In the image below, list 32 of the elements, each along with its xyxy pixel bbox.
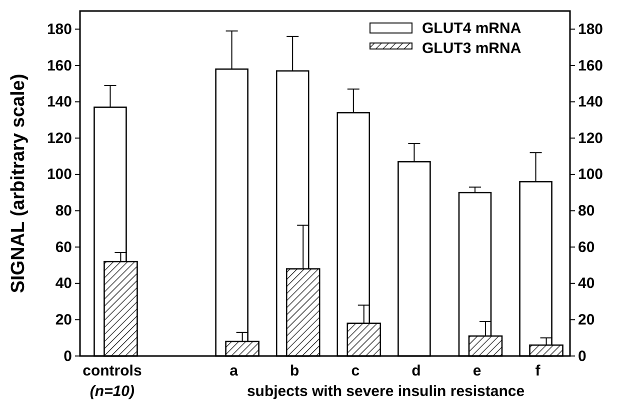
x-tick-label: b xyxy=(290,362,300,380)
legend-label: GLUT3 mRNA xyxy=(422,40,522,57)
x-tick-label: f xyxy=(535,362,542,380)
y2-tick-label: 20 xyxy=(578,311,595,328)
y2-tick-label: 140 xyxy=(578,94,604,111)
y-tick-label: 60 xyxy=(55,238,72,256)
y-tick-label: 80 xyxy=(55,202,72,220)
x-tick-label: a xyxy=(230,362,239,380)
x-tick-label: c xyxy=(351,362,360,380)
y2-tick-label: 180 xyxy=(578,20,604,38)
y-tick-label: 180 xyxy=(46,20,72,38)
x-tick-label: e xyxy=(472,362,482,380)
y-tick-label: 160 xyxy=(46,57,72,74)
y-tick-label: 100 xyxy=(46,166,72,184)
y2-tick-label: 0 xyxy=(578,348,586,365)
y-tick-label: 40 xyxy=(55,275,72,292)
y2-tick-label: 160 xyxy=(578,57,604,74)
x-tick-label: d xyxy=(412,362,421,380)
legend-label: GLUT4 mRNA xyxy=(422,20,522,37)
y2-tick-label: 40 xyxy=(578,275,595,292)
x-tick-label: controls xyxy=(82,362,142,380)
y-tick-label: 20 xyxy=(55,311,72,328)
y2-tick-label: 60 xyxy=(578,238,595,256)
y2-tick-label: 80 xyxy=(578,202,595,220)
y-tick-label: 0 xyxy=(64,348,72,365)
text: (n=10) xyxy=(90,383,135,400)
y-tick-label: 140 xyxy=(46,94,72,111)
y-axis-title: SIGNAL (arbitrary scale) xyxy=(8,74,29,294)
y2-tick-label: 120 xyxy=(578,130,604,147)
y2-tick-label: 100 xyxy=(578,166,604,184)
y-tick-label: 120 xyxy=(46,130,72,147)
x-axis-title: subjects with severe insulin resistance xyxy=(246,383,525,400)
